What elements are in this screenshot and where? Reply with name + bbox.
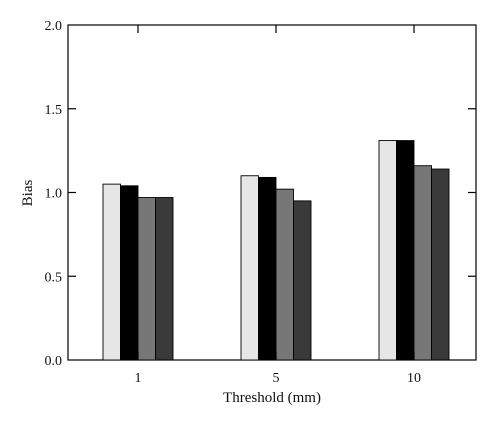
y-tick-label-4: 2.0 — [45, 19, 63, 34]
bar-series2-cat-10 — [396, 140, 415, 361]
y-tick-label-2: 1.0 — [45, 187, 63, 202]
x-tick-label-1: 5 — [273, 371, 280, 386]
bar-series3-cat-5 — [275, 188, 294, 361]
y-tick-label-3: 1.5 — [45, 103, 63, 118]
bar-series4-cat-5 — [293, 200, 312, 361]
x-tick-label-2: 10 — [407, 371, 421, 386]
bar-series2-cat-1 — [120, 185, 139, 361]
y-tick-label-0: 0.0 — [45, 354, 63, 369]
bar-series2-cat-5 — [258, 176, 277, 361]
x-axis-label: Threshold (mm) — [223, 390, 321, 406]
x-tick-label-0: 1 — [135, 371, 142, 386]
bar-series1-cat-5 — [240, 175, 259, 361]
bar-series1-cat-10 — [378, 140, 397, 361]
bar-series3-cat-1 — [137, 197, 156, 361]
bar-series4-cat-10 — [431, 168, 450, 361]
y-axis-label: Bias — [20, 180, 36, 207]
ticks-layer: 0.0 0.5 1.0 1.5 2.0 1 5 10 — [45, 19, 476, 386]
bar-series4-cat-1 — [155, 197, 174, 361]
bars-layer — [102, 140, 450, 361]
bar-series3-cat-10 — [413, 165, 432, 361]
y-tick-label-1: 0.5 — [45, 270, 63, 285]
bar-series1-cat-1 — [102, 183, 121, 361]
